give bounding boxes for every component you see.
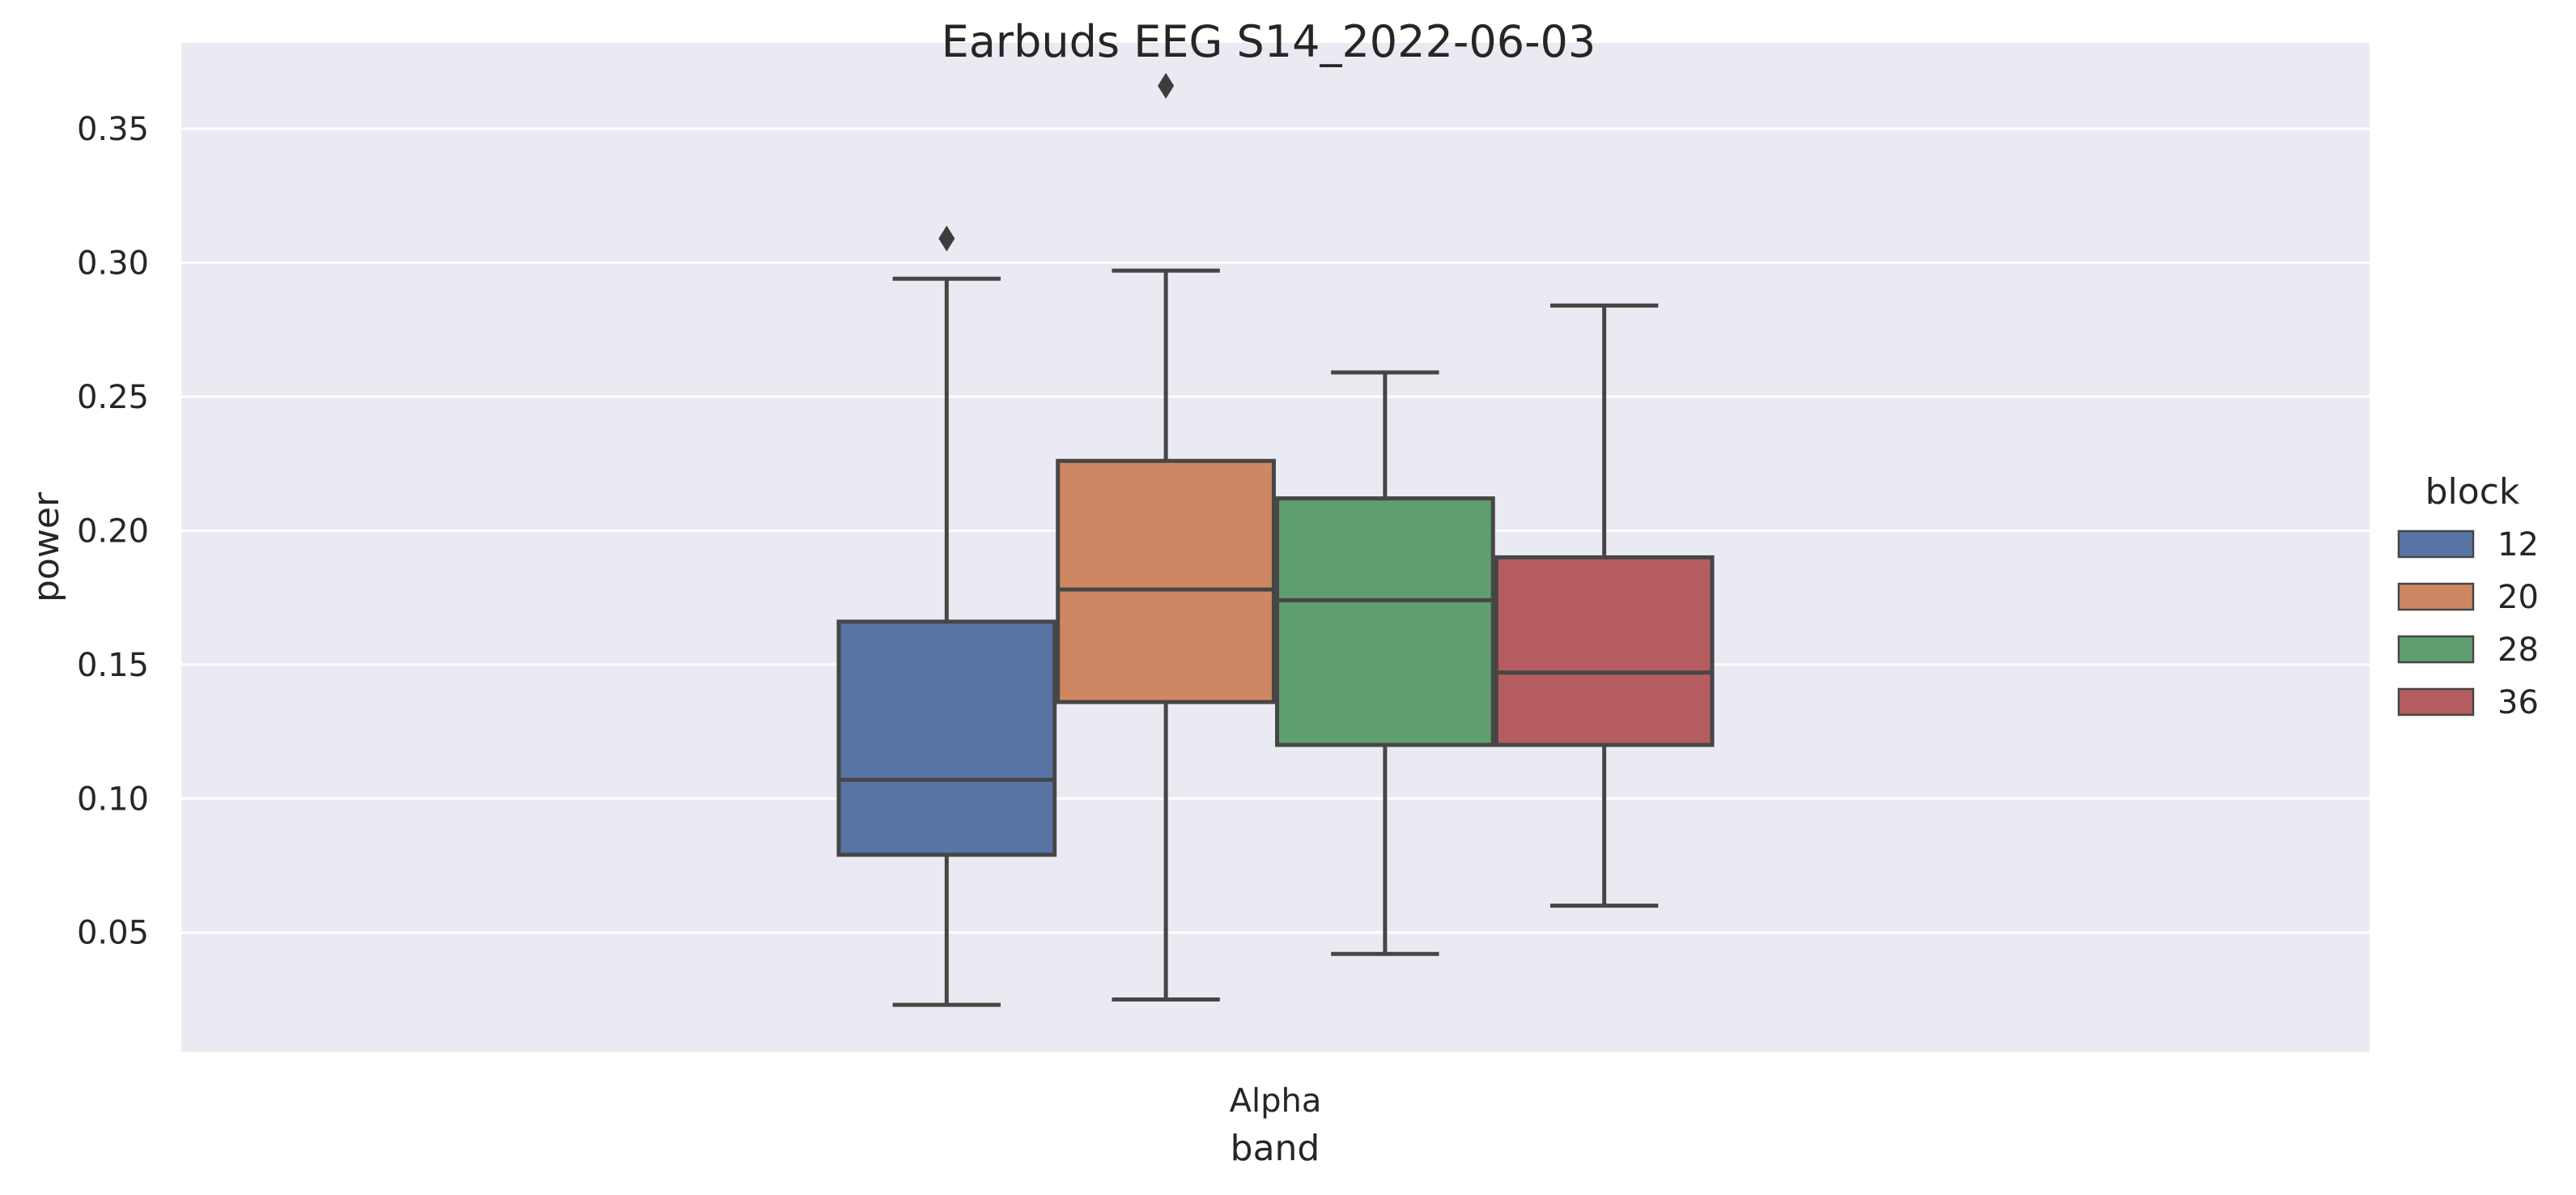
legend-swatch (2397, 529, 2475, 559)
box-iqr (836, 619, 1057, 857)
legend-label: 36 (2497, 684, 2539, 721)
legend-label: 28 (2497, 632, 2539, 669)
y-axis-ticks: 0.05 0.10 0.15 0.20 0.25 0.30 0.35 (77, 111, 149, 952)
legend-items: 12 20 28 36 (2397, 526, 2539, 721)
box-20 (1056, 72, 1276, 1002)
y-tick-label: 0.35 (77, 111, 149, 148)
y-tick-label: 0.05 (77, 915, 149, 952)
box-36 (1494, 303, 1715, 908)
outlier-point (1158, 72, 1175, 99)
legend-swatch (2397, 582, 2475, 611)
y-tick-label: 0.30 (77, 245, 149, 282)
legend-item-28: 28 (2397, 632, 2539, 669)
legend-label: 20 (2497, 579, 2539, 616)
box-12 (836, 225, 1057, 1007)
box-iqr (1056, 458, 1276, 704)
box-iqr (1494, 555, 1715, 747)
y-tick-label: 0.25 (77, 379, 149, 416)
x-tick-label: Alpha (1230, 1082, 1322, 1120)
legend-item-20: 20 (2397, 579, 2539, 616)
x-axis-label: band (1231, 1128, 1320, 1169)
box-28 (1275, 370, 1495, 956)
legend-item-36: 36 (2397, 684, 2539, 721)
legend-label: 12 (2497, 526, 2539, 563)
y-axis-label: power (26, 491, 67, 602)
legend-swatch (2397, 687, 2475, 717)
box-iqr (1275, 496, 1495, 747)
y-tick-label: 0.10 (77, 780, 149, 818)
x-axis-ticks: Alpha (1230, 1082, 1322, 1120)
legend-swatch (2397, 635, 2475, 664)
y-tick-label: 0.20 (77, 512, 149, 550)
y-tick-label: 0.15 (77, 647, 149, 684)
legend-item-12: 12 (2397, 526, 2539, 563)
boxes (836, 72, 1715, 1007)
legend-title: block (2425, 471, 2520, 512)
legend: block 12 20 28 36 (2397, 471, 2539, 721)
chart-title: Earbuds EEG S14_2022-06-03 (942, 16, 1596, 67)
outlier-point (938, 225, 955, 252)
